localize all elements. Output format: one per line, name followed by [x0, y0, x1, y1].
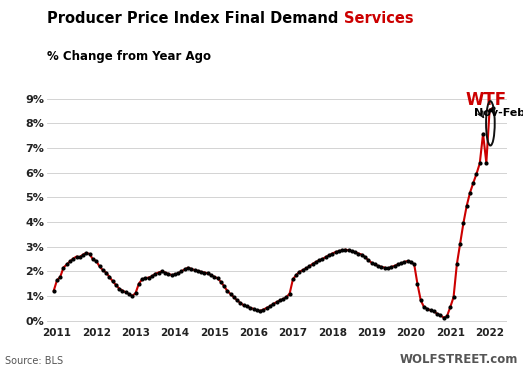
Text: WOLFSTREET.com: WOLFSTREET.com — [400, 353, 518, 366]
Text: Producer Price Index Final Demand: Producer Price Index Final Demand — [47, 11, 344, 26]
Text: Source: BLS: Source: BLS — [5, 356, 63, 366]
Text: % Change from Year Ago: % Change from Year Ago — [47, 50, 211, 63]
Text: WTF: WTF — [465, 91, 506, 109]
Text: Nov-Feb: Nov-Feb — [474, 108, 523, 118]
Text: Services: Services — [344, 11, 413, 26]
